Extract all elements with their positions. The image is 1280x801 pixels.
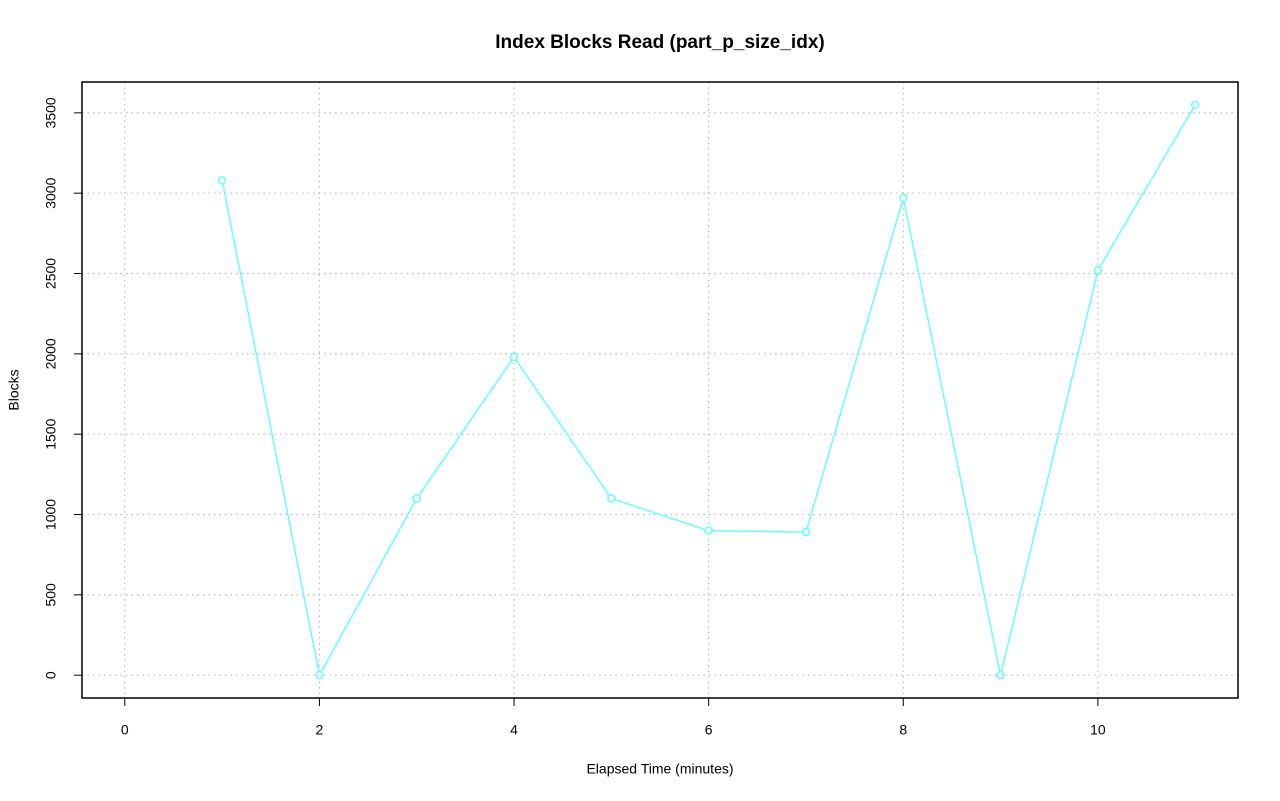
y-tick-label: 500 — [43, 583, 59, 607]
y-tick-label: 2000 — [43, 338, 59, 369]
data-point — [996, 670, 1005, 680]
x-tick-label: 4 — [510, 722, 518, 738]
x-tick-label: 6 — [705, 722, 713, 738]
y-tick-label: 3000 — [43, 177, 59, 208]
data-point — [217, 176, 227, 185]
y-tick-label: 1500 — [43, 418, 59, 449]
x-tick-label: 10 — [1090, 722, 1106, 738]
y-tick-label: 1000 — [43, 499, 59, 530]
data-point — [509, 352, 519, 362]
chart-title: Index Blocks Read (part_p_size_idx) — [495, 32, 824, 53]
x-axis-label: Elapsed Time (minutes) — [586, 761, 733, 777]
plot-frame — [81, 81, 1239, 699]
data-point — [899, 193, 908, 203]
y-tick-label: 3500 — [43, 97, 59, 128]
data-point — [412, 494, 421, 503]
data-point — [801, 527, 811, 537]
data-point — [315, 670, 324, 680]
data-point — [704, 526, 713, 535]
data-point — [1093, 266, 1103, 275]
x-tick-label: 2 — [316, 722, 324, 738]
y-tick-label: 2500 — [43, 258, 59, 289]
y-tick-label: 0 — [43, 671, 59, 679]
y-axis-label: Blocks — [6, 369, 22, 410]
x-tick-label: 8 — [899, 722, 907, 738]
x-tick-label: 0 — [121, 722, 129, 738]
data-point — [1190, 100, 1200, 110]
data-point — [607, 494, 616, 503]
